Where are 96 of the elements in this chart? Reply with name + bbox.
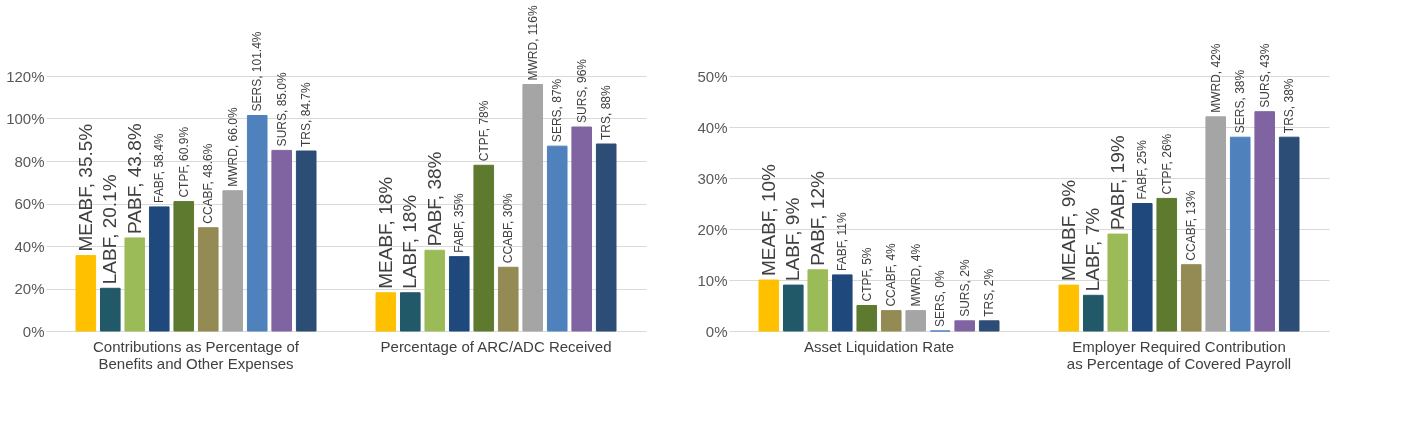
x-tick-label: Percentage of ARC/ADC Received	[380, 337, 612, 355]
data-label: PABF, 19%	[1106, 135, 1128, 231]
x-tick-label: Employer Required Contribution as Percentage of Covered Payroll	[1066, 337, 1292, 372]
data-label: TRS, 88%	[599, 84, 614, 140]
data-label: CCABF, 13%	[1184, 190, 1199, 261]
bar	[1058, 284, 1080, 332]
bar	[571, 126, 593, 332]
y-tick-label: 10%	[697, 271, 728, 289]
data-label: FABF, 11%	[835, 212, 850, 271]
data-label: LABF, 20.1%	[99, 174, 121, 285]
x-tick-label: Contributions as Percentage of Benefits and Other Expenses	[93, 337, 300, 372]
data-label: SURS, 2%	[957, 259, 972, 317]
bar	[978, 320, 1000, 332]
bar	[905, 310, 927, 332]
y-tick-label: 120%	[6, 67, 45, 85]
data-label: MEABF, 35.5%	[74, 123, 96, 252]
bar	[99, 287, 121, 332]
data-label: FABF, 25%	[1135, 139, 1150, 200]
x-tick-label: Asset Liquidation Rate	[803, 337, 955, 355]
data-label: PABF, 12%	[806, 171, 828, 266]
data-label: SERS, 101.4%	[250, 31, 265, 112]
bar	[246, 115, 268, 332]
bar	[758, 279, 780, 332]
bar	[807, 269, 829, 332]
bar	[522, 84, 544, 332]
data-label: MEABF, 18%	[374, 176, 396, 289]
data-label: MEABF, 10%	[757, 163, 779, 276]
data-label: SERS, 0%	[933, 269, 948, 327]
y-tick-label: 30%	[697, 169, 728, 187]
bar	[1156, 197, 1178, 332]
data-label: SURS, 43%	[1257, 43, 1272, 108]
bar	[75, 255, 97, 332]
bar	[271, 149, 293, 332]
data-label: CCABF, 4%	[884, 242, 899, 307]
data-label: LABF, 7%	[1082, 207, 1104, 292]
data-label: CTPF, 60.9%	[176, 126, 191, 198]
bar	[197, 227, 219, 332]
data-label: CTPF, 26%	[1159, 133, 1174, 195]
bar	[546, 145, 568, 332]
data-label: MWRD, 66.0%	[225, 107, 240, 187]
y-tick-label: 20%	[14, 280, 45, 297]
data-label: SURS, 96%	[574, 58, 589, 123]
bar	[222, 190, 244, 332]
bar	[1082, 294, 1104, 332]
bar	[424, 249, 446, 332]
data-label: FABF, 35%	[452, 192, 467, 253]
data-label: SERS, 38%	[1233, 69, 1248, 134]
y-tick-label: 40%	[14, 237, 45, 255]
bar	[1278, 136, 1300, 332]
bar	[1254, 111, 1276, 332]
data-label: CTPF, 5%	[859, 247, 874, 302]
data-label: CCABF, 30%	[501, 192, 516, 264]
data-label: PABF, 38%	[423, 151, 445, 247]
data-label: CCABF, 48.6%	[201, 143, 216, 224]
bar	[173, 201, 195, 332]
bar	[880, 310, 902, 332]
y-tick-label: 100%	[6, 110, 45, 127]
bar	[1131, 203, 1153, 332]
y-tick-label: 80%	[14, 152, 45, 170]
bar	[399, 292, 421, 332]
data-label: SURS, 85.0%	[274, 72, 289, 147]
data-label: LABF, 18%	[399, 194, 421, 289]
data-label: TRS, 84.7%	[299, 81, 314, 148]
data-label: MEABF, 9%	[1057, 179, 1079, 282]
bar	[148, 206, 170, 332]
data-label: LABF, 9%	[782, 197, 804, 282]
bar	[595, 143, 617, 332]
data-label: PABF, 43.8%	[123, 123, 145, 234]
y-tick-label: 60%	[14, 195, 45, 212]
data-label: MWRD, 4%	[908, 243, 923, 307]
bar	[124, 237, 146, 332]
data-label: CTPF, 78%	[476, 100, 491, 162]
data-label: MWRD, 42%	[1208, 43, 1223, 113]
y-tick-label: 0%	[705, 322, 728, 340]
y-tick-label: 50%	[697, 67, 728, 85]
y-tick-label: 40%	[697, 118, 728, 136]
bar	[1107, 233, 1129, 332]
data-label: TRS, 2%	[982, 268, 997, 317]
bar	[473, 164, 495, 332]
bar	[1205, 116, 1227, 332]
bar	[448, 256, 470, 332]
bar	[375, 292, 397, 332]
y-tick-label: 0%	[22, 322, 45, 340]
data-label: TRS, 38%	[1282, 78, 1297, 134]
data-label: SERS, 87%	[550, 78, 565, 143]
bar	[497, 266, 519, 332]
data-label: MWRD, 116%	[525, 5, 540, 81]
bar	[954, 320, 976, 332]
bar	[295, 150, 317, 332]
bar	[782, 284, 804, 332]
bar	[1229, 136, 1251, 332]
bar	[831, 274, 853, 332]
bar	[1180, 264, 1202, 332]
data-label: FABF, 58.4%	[152, 133, 167, 203]
y-tick-label: 20%	[697, 220, 728, 238]
bar	[856, 305, 878, 332]
